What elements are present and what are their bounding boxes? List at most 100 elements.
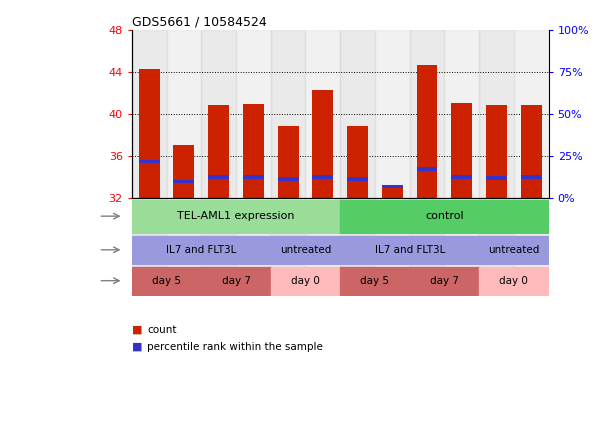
Bar — [514, 198, 549, 234]
Bar — [375, 234, 409, 265]
Text: day 5: day 5 — [152, 276, 181, 286]
Bar — [278, 177, 299, 181]
Bar — [486, 105, 507, 198]
Bar — [271, 234, 305, 265]
Text: untreated: untreated — [280, 245, 331, 255]
Bar — [271, 236, 340, 264]
Bar — [201, 198, 236, 234]
Bar — [173, 179, 194, 183]
Bar — [271, 30, 305, 198]
Bar — [521, 105, 542, 198]
Bar — [271, 265, 305, 296]
Text: ■: ■ — [132, 342, 142, 352]
Bar — [340, 265, 375, 296]
Bar — [201, 267, 271, 294]
Text: GDS5661 / 10584524: GDS5661 / 10584524 — [132, 16, 267, 28]
Bar — [305, 30, 340, 198]
Bar — [514, 30, 549, 198]
Bar — [417, 167, 438, 170]
Bar — [236, 198, 271, 234]
Bar — [313, 90, 333, 198]
Bar — [167, 198, 201, 234]
Bar — [167, 265, 201, 296]
Text: control: control — [425, 211, 464, 221]
Text: IL7 and FLT3L: IL7 and FLT3L — [375, 245, 445, 255]
Bar — [451, 175, 472, 179]
Bar — [514, 265, 549, 296]
Bar — [444, 198, 479, 234]
Bar — [208, 175, 229, 179]
Bar — [340, 236, 479, 264]
Bar — [514, 234, 549, 265]
Bar — [479, 234, 514, 265]
Bar — [521, 175, 542, 179]
Bar — [236, 234, 271, 265]
Bar — [305, 198, 340, 234]
Bar — [243, 104, 264, 198]
Bar — [409, 234, 444, 265]
Bar — [382, 185, 403, 189]
Bar — [132, 198, 167, 234]
Text: TEL-AML1 expression: TEL-AML1 expression — [177, 211, 295, 221]
Bar — [167, 234, 201, 265]
Bar — [132, 30, 167, 198]
Bar — [278, 126, 299, 198]
Bar — [208, 105, 229, 198]
Bar — [451, 103, 472, 198]
Bar — [479, 265, 514, 296]
Bar — [132, 265, 167, 296]
Bar — [201, 265, 236, 296]
Bar — [313, 175, 333, 179]
Bar — [167, 30, 201, 198]
Bar — [201, 30, 236, 198]
Bar — [340, 30, 375, 198]
Bar — [132, 200, 340, 233]
Text: day 0: day 0 — [291, 276, 320, 286]
Bar — [347, 177, 368, 181]
Bar — [139, 159, 159, 163]
Bar — [132, 267, 201, 294]
Text: ■: ■ — [132, 325, 142, 335]
Bar — [340, 198, 375, 234]
Bar — [236, 265, 271, 296]
Bar — [479, 30, 514, 198]
Bar — [340, 200, 549, 233]
Bar — [271, 198, 305, 234]
Bar — [305, 265, 340, 296]
Bar — [305, 234, 340, 265]
Bar — [409, 267, 479, 294]
Bar — [243, 175, 264, 179]
Text: day 7: day 7 — [430, 276, 459, 286]
Bar — [479, 236, 549, 264]
Bar — [340, 234, 375, 265]
Bar — [132, 236, 271, 264]
Bar — [375, 198, 409, 234]
Text: count: count — [147, 325, 177, 335]
Bar — [382, 187, 403, 198]
Bar — [236, 30, 271, 198]
Bar — [479, 198, 514, 234]
Bar — [347, 126, 368, 198]
Text: IL7 and FLT3L: IL7 and FLT3L — [166, 245, 237, 255]
Bar — [479, 267, 549, 294]
Bar — [340, 267, 409, 294]
Bar — [409, 265, 444, 296]
Text: untreated: untreated — [488, 245, 539, 255]
Text: day 5: day 5 — [360, 276, 389, 286]
Bar — [486, 176, 507, 180]
Bar — [271, 267, 340, 294]
Text: day 7: day 7 — [221, 276, 251, 286]
Bar — [375, 30, 409, 198]
Bar — [132, 234, 167, 265]
Bar — [375, 265, 409, 296]
Bar — [173, 146, 194, 198]
Bar — [409, 30, 444, 198]
Bar — [201, 234, 236, 265]
Bar — [417, 66, 438, 198]
Bar — [444, 265, 479, 296]
Bar — [444, 234, 479, 265]
Bar — [409, 198, 444, 234]
Text: day 0: day 0 — [500, 276, 528, 286]
Bar — [444, 30, 479, 198]
Text: percentile rank within the sample: percentile rank within the sample — [147, 342, 323, 352]
